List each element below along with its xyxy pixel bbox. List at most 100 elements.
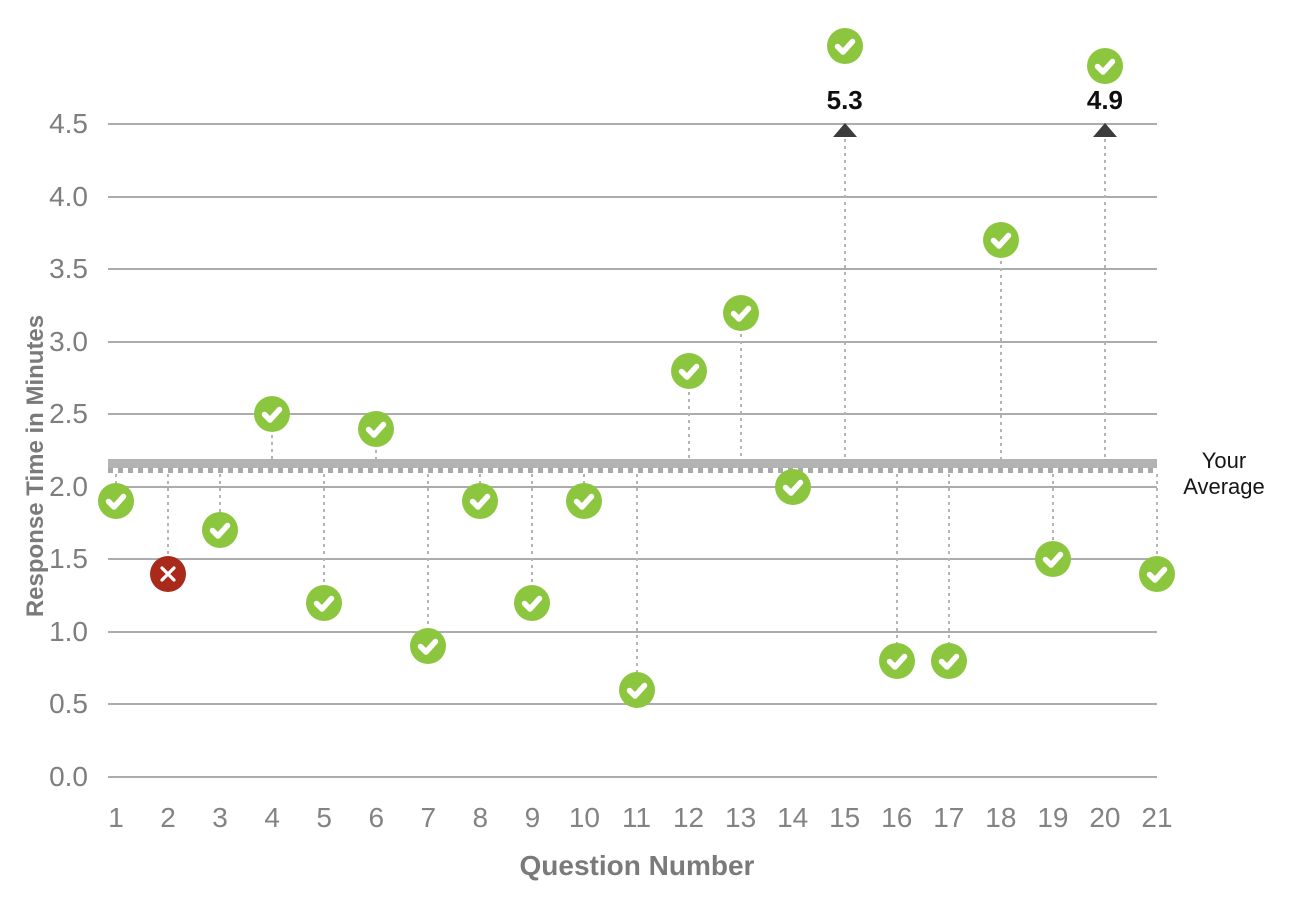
check-icon — [834, 38, 855, 55]
marker-correct — [306, 584, 343, 621]
x-tick-label: 6 — [368, 802, 385, 833]
leader-line — [479, 474, 482, 488]
x-tick-label: 19 — [1037, 802, 1069, 833]
offscale-value-label: 4.9 — [1086, 85, 1124, 115]
marker-correct — [1086, 47, 1123, 84]
gridline — [108, 195, 1157, 198]
x-tick-label: 2 — [160, 802, 176, 833]
average-line-dashes — [108, 468, 1157, 473]
x-tick-label: 16 — [881, 802, 913, 833]
y-tick-label: 2.5 — [49, 398, 88, 430]
leader-line — [739, 326, 742, 459]
y-tick-label: 1.5 — [49, 543, 88, 575]
check-icon — [522, 595, 543, 612]
x-tick-label: 9 — [524, 802, 541, 833]
gridline — [108, 558, 1157, 561]
marker-correct — [1139, 555, 1175, 592]
check-icon — [366, 421, 387, 438]
x-tick-label: 4 — [264, 802, 280, 833]
check-icon — [886, 653, 907, 670]
marker-correct — [826, 28, 863, 64]
check-icon — [782, 479, 803, 496]
check-icon — [1042, 552, 1064, 569]
leader-line — [427, 474, 430, 633]
leader-line — [583, 474, 586, 488]
x-tick-label: 12 — [672, 802, 705, 833]
marker-correct — [982, 222, 1019, 259]
leader-line — [323, 474, 326, 589]
x-tick-label: 11 — [621, 802, 652, 833]
marker-correct — [462, 483, 499, 520]
y-tick-label: 4.5 — [49, 108, 88, 139]
x-tick-label: 7 — [420, 802, 437, 833]
leader-line — [687, 384, 690, 459]
gridline — [108, 630, 1157, 633]
x-tick-label: 14 — [777, 802, 809, 833]
y-tick-label: 4.0 — [49, 180, 88, 212]
check-icon — [938, 653, 960, 670]
check-icon — [990, 232, 1012, 249]
gridline — [108, 413, 1157, 416]
offscale-arrow-icon — [1092, 123, 1117, 137]
leader-line — [375, 442, 378, 459]
y-tick-label: 2.0 — [49, 470, 88, 502]
y-axis-title: Response Time in Minutes — [22, 314, 49, 618]
marker-correct — [566, 483, 603, 520]
x-tick-label: 10 — [568, 802, 601, 833]
average-line-label: Your Average — [1183, 448, 1265, 499]
y-tick-label: 1.0 — [49, 615, 88, 647]
leader-line — [999, 254, 1002, 459]
x-tick-label: 20 — [1089, 802, 1121, 833]
x-tick-label: 17 — [933, 802, 965, 833]
check-icon — [730, 305, 751, 322]
x-tick-label: 13 — [725, 802, 757, 833]
check-icon — [105, 494, 127, 511]
check-icon — [1094, 58, 1116, 75]
x-tick-label: 21 — [1141, 802, 1173, 833]
marker-correct — [878, 642, 915, 679]
check-icon — [313, 595, 335, 612]
gridline — [108, 123, 1157, 125]
gridline — [108, 485, 1157, 488]
leader-line — [167, 474, 170, 560]
leader-line — [895, 474, 898, 647]
y-tick-label: 3.5 — [49, 253, 88, 285]
x-axis-title: Question Number — [519, 850, 755, 881]
gridline — [108, 340, 1157, 343]
marker-correct — [254, 396, 291, 433]
check-icon — [470, 494, 491, 511]
check-icon — [574, 494, 595, 511]
leader-line — [1051, 474, 1054, 546]
y-tick-label: 3.0 — [49, 325, 88, 357]
y-tick-label: 0.0 — [49, 761, 88, 792]
x-tick-label: 5 — [316, 802, 332, 833]
gridline — [108, 268, 1157, 271]
x-icon — [160, 566, 176, 582]
marker-correct — [930, 642, 967, 679]
leader-line — [271, 428, 274, 459]
check-icon — [418, 639, 439, 656]
offscale-arrow-icon — [832, 123, 857, 137]
leader-line — [947, 474, 950, 647]
leader-line — [115, 474, 117, 488]
x-tick-label: 18 — [985, 802, 1017, 833]
check-icon — [1146, 566, 1168, 583]
marker-correct — [774, 468, 811, 505]
x-tick-label: 15 — [829, 802, 861, 833]
average-line — [108, 459, 1157, 468]
marker-correct — [1034, 541, 1071, 578]
marker-correct — [670, 352, 707, 389]
marker-correct — [618, 671, 655, 708]
x-tick-label: 3 — [212, 802, 228, 833]
check-icon — [209, 523, 231, 540]
gridline — [108, 776, 1157, 778]
marker-correct — [514, 584, 551, 621]
check-icon — [678, 363, 699, 380]
offscale-value-label: 5.3 — [826, 85, 863, 115]
leader-line — [1156, 474, 1158, 560]
marker-correct — [410, 628, 447, 665]
marker-incorrect — [150, 555, 187, 592]
leader-line — [635, 474, 638, 676]
marker-correct — [358, 410, 395, 447]
